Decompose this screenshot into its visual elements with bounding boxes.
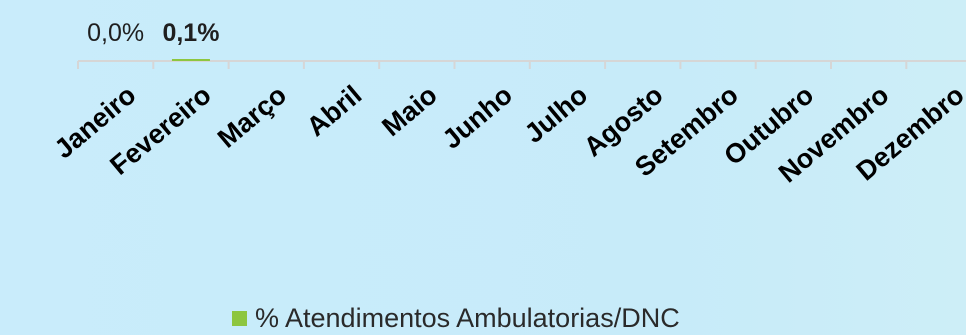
category-label-maio: Maio [376,80,442,143]
category-label-março: Março [212,80,292,154]
legend-swatch [232,310,247,326]
data-label-janeiro: 0,0% [87,19,144,47]
bar-fevereiro [171,59,210,61]
x-axis-ticks [77,61,908,69]
legend: % Atendimentos Ambulatorias/DNC [232,301,680,335]
data-labels: 0,0% 0,1% [87,19,219,47]
legend-label: % Atendimentos Ambulatorias/DNC [255,302,680,333]
category-label-abril: Abril [301,80,367,143]
category-label-junho: Junho [437,80,518,155]
data-label-fevereiro: 0,1% [162,19,219,47]
bars [171,59,210,61]
